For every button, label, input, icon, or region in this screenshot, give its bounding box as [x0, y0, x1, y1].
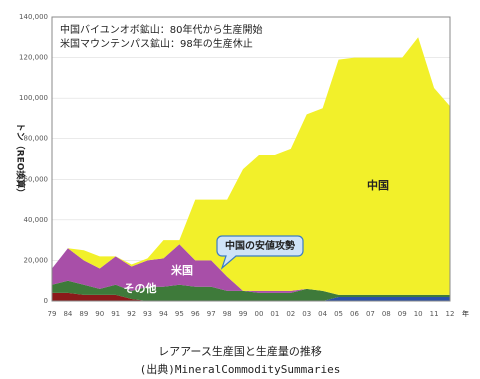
y-tick-label: 140,000: [19, 13, 48, 21]
x-tick-label: 12: [446, 310, 455, 318]
area: [52, 280, 450, 301]
y-tick-label: 80,000: [24, 135, 49, 143]
x-tick-label: 98: [223, 310, 232, 318]
callout-box: [216, 235, 304, 270]
x-tick-label: 06: [350, 310, 359, 318]
series-label: 米国: [170, 263, 193, 277]
x-tick-label: 07: [366, 310, 375, 318]
x-tick-label: 02: [286, 310, 295, 318]
area: [52, 244, 450, 295]
x-unit: 年: [462, 309, 469, 318]
x-tick-label: 05: [334, 310, 343, 318]
caption: レアアース生産国と生産量の推移: [158, 344, 322, 358]
annotation: 米国マウンテンパス鉱山：98年の生産休止: [60, 37, 253, 50]
x-tick-label: 79: [48, 310, 57, 318]
x-tick-label: 08: [382, 310, 391, 318]
x-tick-label: 90: [95, 310, 104, 318]
x-tick-label: 10: [414, 310, 423, 318]
x-tick-label: 09: [398, 310, 407, 318]
y-tick-label: 0: [44, 297, 48, 305]
y-axis-label: トン（REO換算）: [15, 123, 27, 198]
area: [52, 292, 450, 301]
x-tick-label: 03: [302, 310, 311, 318]
y-tick-label: 40,000: [24, 216, 49, 224]
callout: 中国の安値攻勢: [225, 239, 295, 252]
x-tick-label: 11: [430, 310, 439, 318]
x-tick-label: 89: [79, 310, 88, 318]
y-tick-label: 20,000: [24, 256, 49, 264]
x-tick-label: 97: [207, 310, 216, 318]
annotation: 中国バイユンオボ鉱山：80年代から生産開始: [60, 23, 263, 36]
x-tick-label: 01: [270, 310, 279, 318]
x-tick-label: 99: [239, 310, 248, 318]
y-tick-label: 120,000: [19, 54, 48, 62]
x-tick-label: 04: [318, 310, 327, 318]
series-label: 中国: [367, 178, 389, 192]
x-tick-label: 94: [159, 310, 168, 318]
plot: [52, 16, 450, 302]
y-tick-label: 100,000: [19, 94, 48, 102]
area: [52, 292, 450, 301]
x-tick-label: 91: [111, 310, 120, 318]
x-tick-label: 93: [143, 310, 152, 318]
plot-border: [51, 16, 451, 302]
y-tick-label: 60,000: [24, 175, 49, 183]
x-tick-label: 96: [191, 310, 200, 318]
source: (出典)MineralCommoditySummaries: [140, 362, 341, 376]
x-tick-label: 00: [254, 310, 263, 318]
area: [52, 37, 450, 295]
x-tick-label: 84: [63, 310, 72, 318]
series-label: その他: [124, 281, 157, 295]
x-tick-label: 92: [127, 310, 136, 318]
x-tick-label: 95: [175, 310, 184, 318]
